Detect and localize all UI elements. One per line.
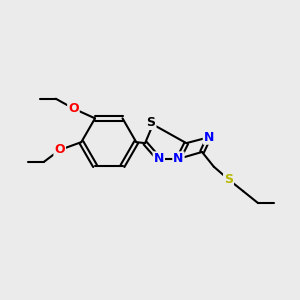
Text: N: N [154,152,164,165]
Text: S: S [224,173,233,186]
Text: N: N [204,131,214,144]
Text: O: O [54,143,65,157]
Text: O: O [68,102,79,115]
Text: S: S [146,116,155,129]
Text: N: N [173,152,184,165]
